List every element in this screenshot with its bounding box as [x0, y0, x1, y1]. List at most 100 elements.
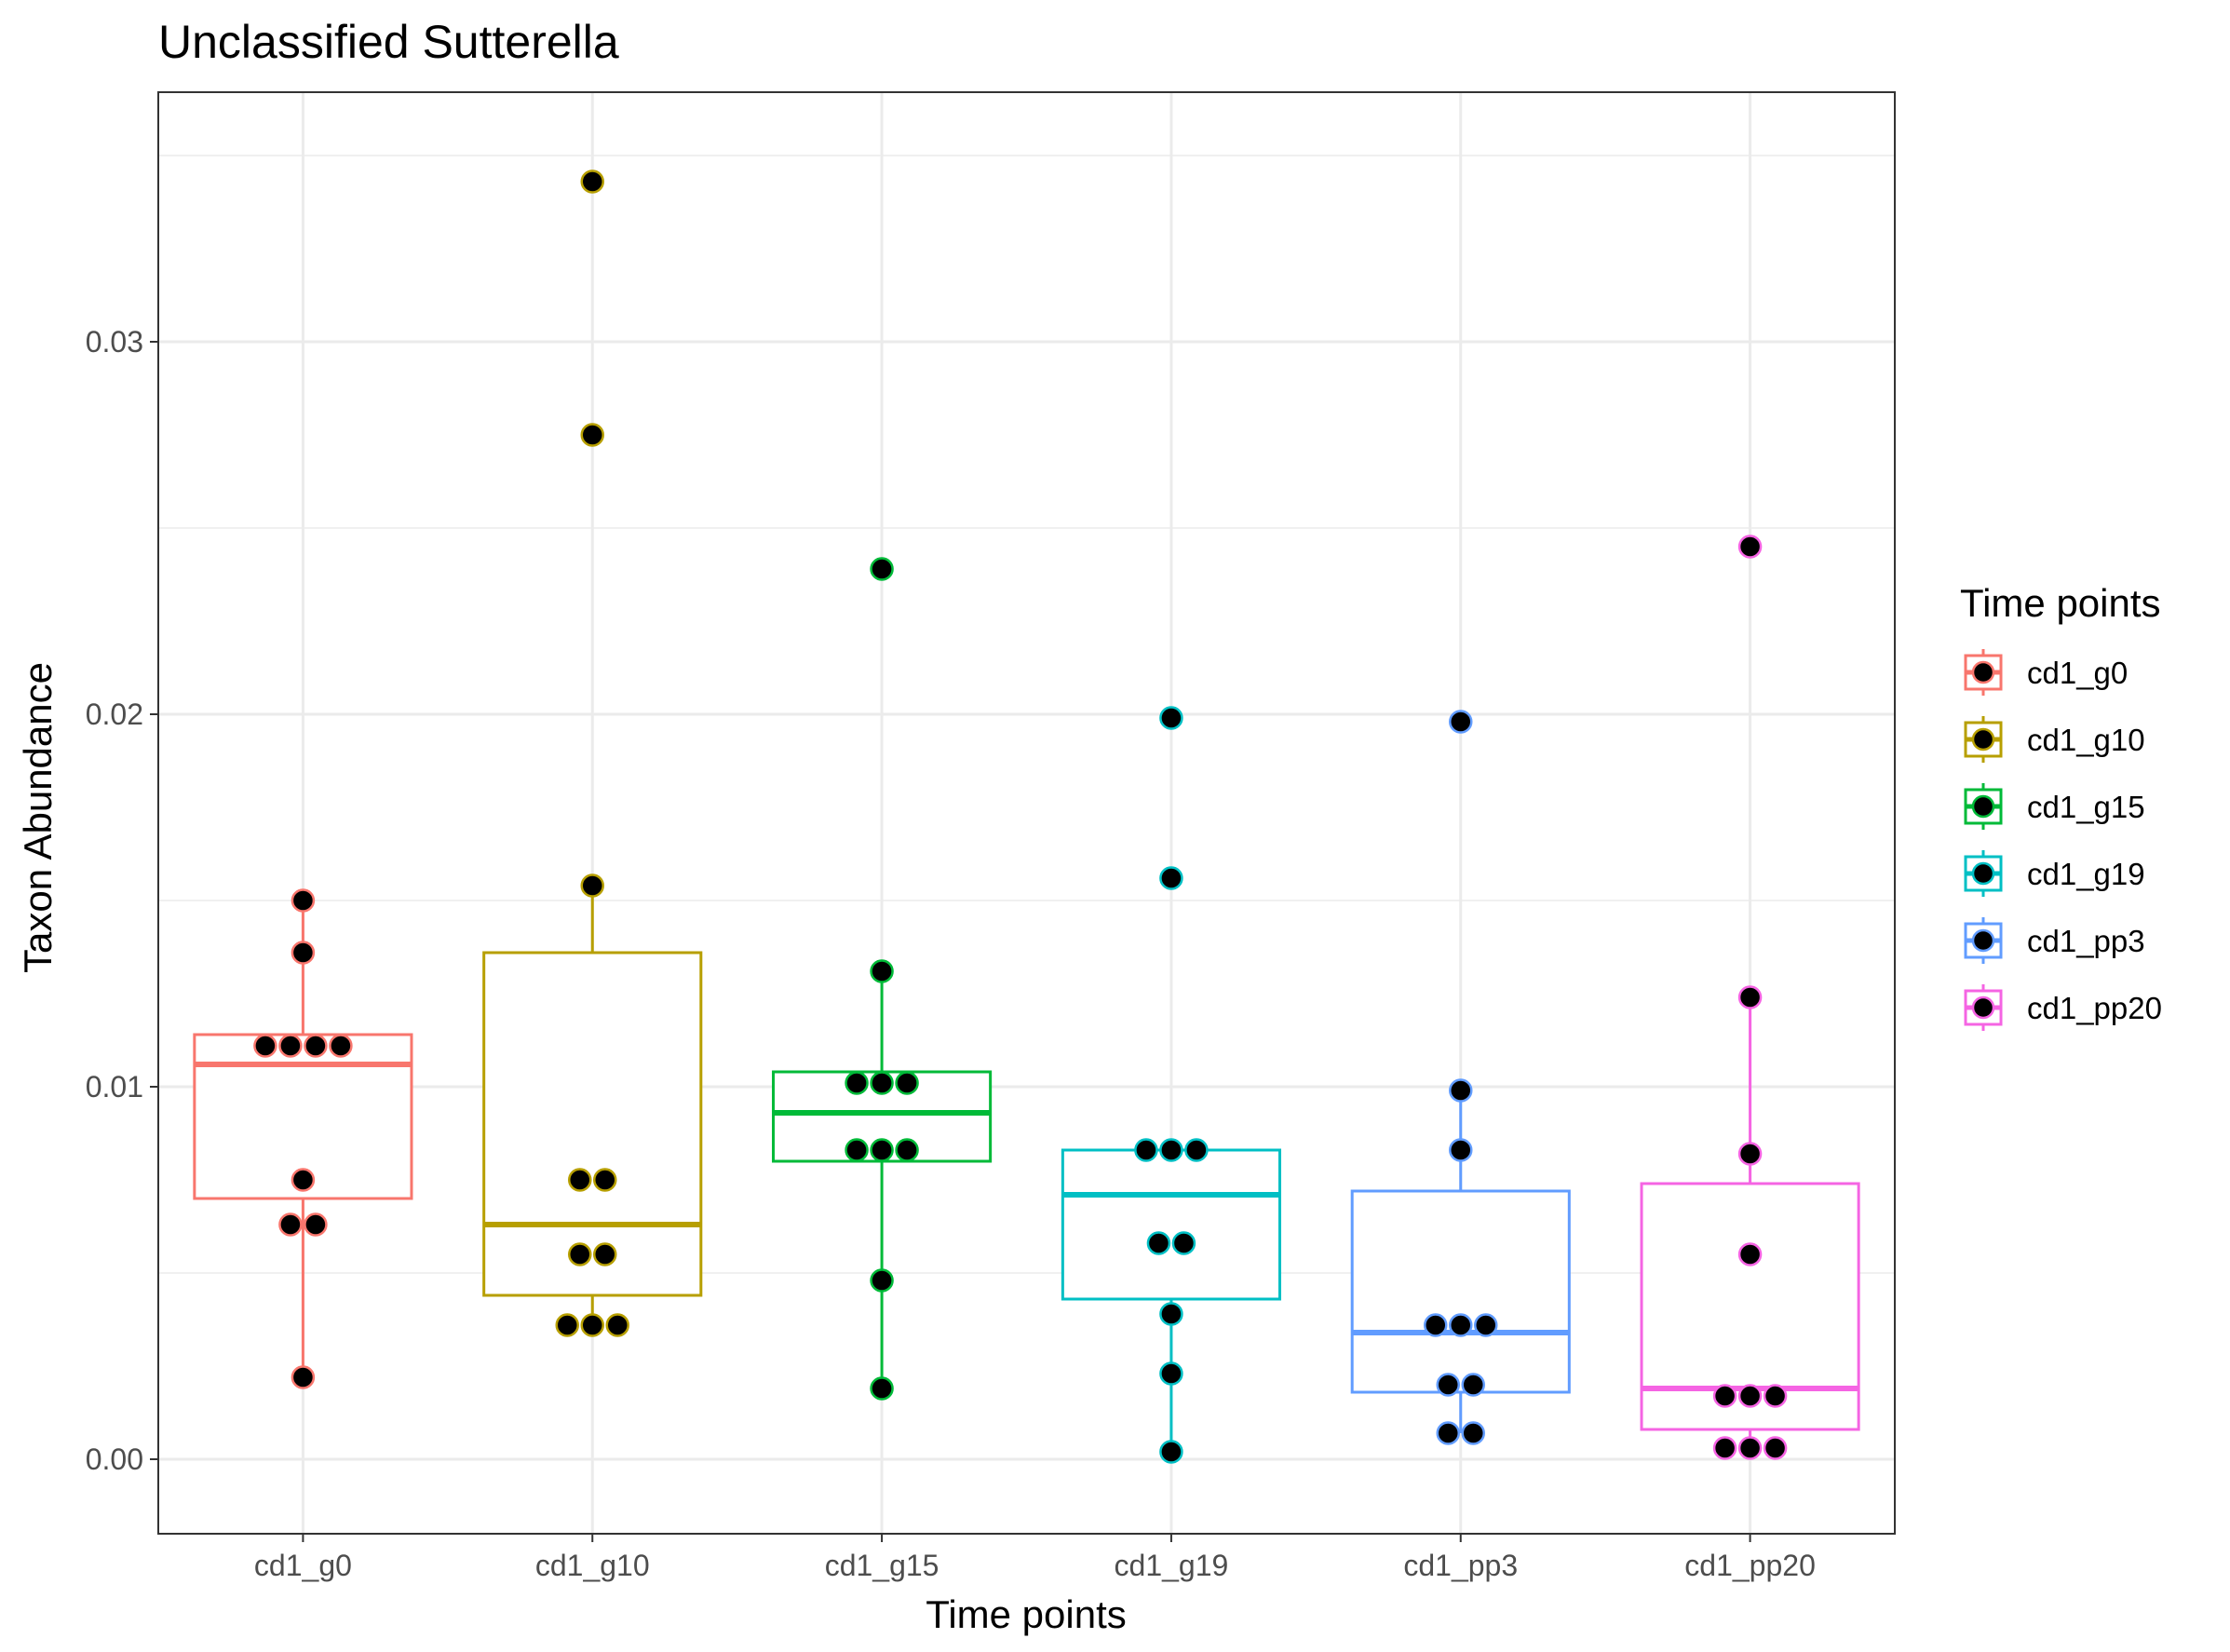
- data-point-cd1_g10: [593, 1242, 617, 1266]
- legend-label: cd1_g19: [2027, 857, 2145, 891]
- data-point-cd1_g19: [1171, 1231, 1196, 1255]
- y-axis-title: Taxon Abundance: [16, 662, 60, 973]
- y-tick-label: 0.01: [86, 1070, 143, 1104]
- box-iqr: [1061, 1148, 1281, 1301]
- y-tick-label: 0.02: [86, 697, 143, 731]
- data-point-cd1_g15: [870, 1138, 894, 1162]
- data-point-cd1_pp20: [1737, 535, 1763, 559]
- data-point-cd1_g15: [870, 1268, 894, 1293]
- data-point-cd1_pp20: [1737, 1142, 1763, 1166]
- data-point-cd1_g0: [278, 1034, 303, 1058]
- data-point-cd1_g19: [1159, 1138, 1183, 1162]
- data-point-cd1_g0: [304, 1212, 328, 1237]
- legend-key-point: [1971, 861, 1995, 886]
- data-point-cd1_g19: [1159, 1440, 1183, 1464]
- legend-label: cd1_g15: [2027, 790, 2145, 824]
- legend: cd1_g0 cd1_g10 cd1_g15 cd1_g19 cd1_pp3 cd1_pp…: [1964, 649, 2162, 1031]
- legend-key-point: [1971, 995, 1995, 1020]
- data-point-cd1_g0: [278, 1212, 303, 1237]
- data-point-cd1_g0: [291, 1365, 316, 1389]
- legend-key-point: [1971, 660, 1995, 684]
- axis-layer: 0.00 0.01 0.02 0.03 cd1_g0 cd1_g10 cd1_g15 cd1_…: [86, 325, 1816, 1582]
- data-point-cd1_g0: [291, 1168, 316, 1192]
- data-point-cd1_pp20: [1737, 1436, 1763, 1460]
- chart-title: Unclassified Sutterella: [158, 16, 619, 68]
- data-point-cd1_g15: [895, 1071, 919, 1095]
- data-point-cd1_pp20: [1763, 1384, 1788, 1408]
- data-point-cd1_g15: [895, 1138, 919, 1162]
- data-point-cd1_g15: [870, 1376, 894, 1401]
- data-point-cd1_g0: [291, 941, 316, 965]
- data-point-cd1_g19: [1159, 1302, 1183, 1326]
- legend-label: cd1_g0: [2027, 656, 2128, 690]
- legend-label: cd1_pp20: [2027, 991, 2162, 1025]
- legend-item-cd1_pp20: cd1_pp20: [1964, 984, 2162, 1031]
- data-point-cd1_g19: [1184, 1138, 1209, 1162]
- y-tick-label: 0.03: [86, 325, 143, 359]
- legend-key-point: [1971, 928, 1995, 953]
- data-point-cd1_g10: [593, 1168, 617, 1192]
- x-axis-title: Time points: [926, 1592, 1127, 1636]
- point-layer: [253, 169, 1788, 1464]
- x-tick-label: cd1_pp3: [1403, 1549, 1518, 1582]
- data-point-cd1_g10: [580, 169, 604, 194]
- legend-item-cd1_g15: cd1_g15: [1964, 783, 2145, 830]
- x-tick-label: cd1_pp20: [1684, 1549, 1816, 1582]
- x-tick-label: cd1_g19: [1115, 1549, 1229, 1582]
- data-point-cd1_pp20: [1763, 1436, 1788, 1460]
- data-point-cd1_g10: [580, 423, 604, 447]
- data-point-cd1_g19: [1159, 706, 1183, 730]
- box-cd1_g10: [482, 886, 703, 1325]
- data-point-cd1_g10: [580, 873, 604, 898]
- y-tick-label: 0.00: [86, 1442, 143, 1476]
- box-iqr: [482, 951, 703, 1297]
- legend-label: cd1_pp3: [2027, 924, 2145, 958]
- data-point-cd1_g19: [1159, 866, 1183, 890]
- data-point-cd1_pp3: [1449, 1313, 1473, 1337]
- data-point-cd1_pp20: [1712, 1436, 1737, 1460]
- data-point-cd1_g19: [1134, 1138, 1158, 1162]
- data-point-cd1_g15: [870, 959, 894, 983]
- legend-item-cd1_pp3: cd1_pp3: [1964, 917, 2145, 964]
- data-point-cd1_pp20: [1712, 1384, 1737, 1408]
- data-point-cd1_pp3: [1449, 1138, 1473, 1162]
- x-tick-label: cd1_g15: [825, 1549, 939, 1582]
- data-point-cd1_g15: [845, 1071, 869, 1095]
- box-cd1_g15: [772, 971, 993, 1388]
- data-point-cd1_g10: [555, 1313, 579, 1337]
- data-point-cd1_g0: [291, 888, 316, 913]
- legend-key-point: [1971, 794, 1995, 819]
- box-cd1_g19: [1061, 1148, 1281, 1452]
- legend-item-cd1_g10: cd1_g10: [1964, 716, 2145, 763]
- data-point-cd1_g0: [253, 1034, 277, 1058]
- data-point-cd1_pp3: [1474, 1313, 1498, 1337]
- data-point-cd1_pp3: [1449, 710, 1473, 734]
- data-point-cd1_g10: [580, 1313, 604, 1337]
- legend-item-cd1_g0: cd1_g0: [1964, 649, 2128, 696]
- data-point-cd1_g0: [304, 1034, 328, 1058]
- x-tick-label: cd1_g0: [254, 1549, 352, 1582]
- data-point-cd1_pp20: [1737, 1242, 1763, 1266]
- box-cd1_pp20: [1640, 997, 1860, 1448]
- data-point-cd1_pp20: [1737, 1384, 1763, 1408]
- data-point-cd1_g0: [329, 1034, 353, 1058]
- plot-panel-border: [157, 91, 1896, 1535]
- data-point-cd1_g10: [568, 1168, 592, 1192]
- data-point-cd1_g15: [870, 557, 894, 581]
- legend-key-point: [1971, 727, 1995, 752]
- box-iqr: [1350, 1189, 1571, 1394]
- legend-label: cd1_g10: [2027, 723, 2145, 757]
- legend-item-cd1_g19: cd1_g19: [1964, 850, 2145, 897]
- data-point-cd1_pp20: [1737, 985, 1763, 1009]
- x-tick-label: cd1_g10: [535, 1549, 650, 1582]
- box-layer: [193, 886, 1860, 1452]
- data-point-cd1_pp3: [1424, 1313, 1448, 1337]
- legend-title: Time points: [1960, 581, 2161, 625]
- data-point-cd1_g15: [845, 1138, 869, 1162]
- data-point-cd1_pp3: [1449, 1078, 1473, 1103]
- data-point-cd1_g15: [870, 1071, 894, 1095]
- data-point-cd1_g10: [605, 1313, 629, 1337]
- data-point-cd1_g19: [1146, 1231, 1171, 1255]
- data-point-cd1_pp3: [1436, 1373, 1460, 1397]
